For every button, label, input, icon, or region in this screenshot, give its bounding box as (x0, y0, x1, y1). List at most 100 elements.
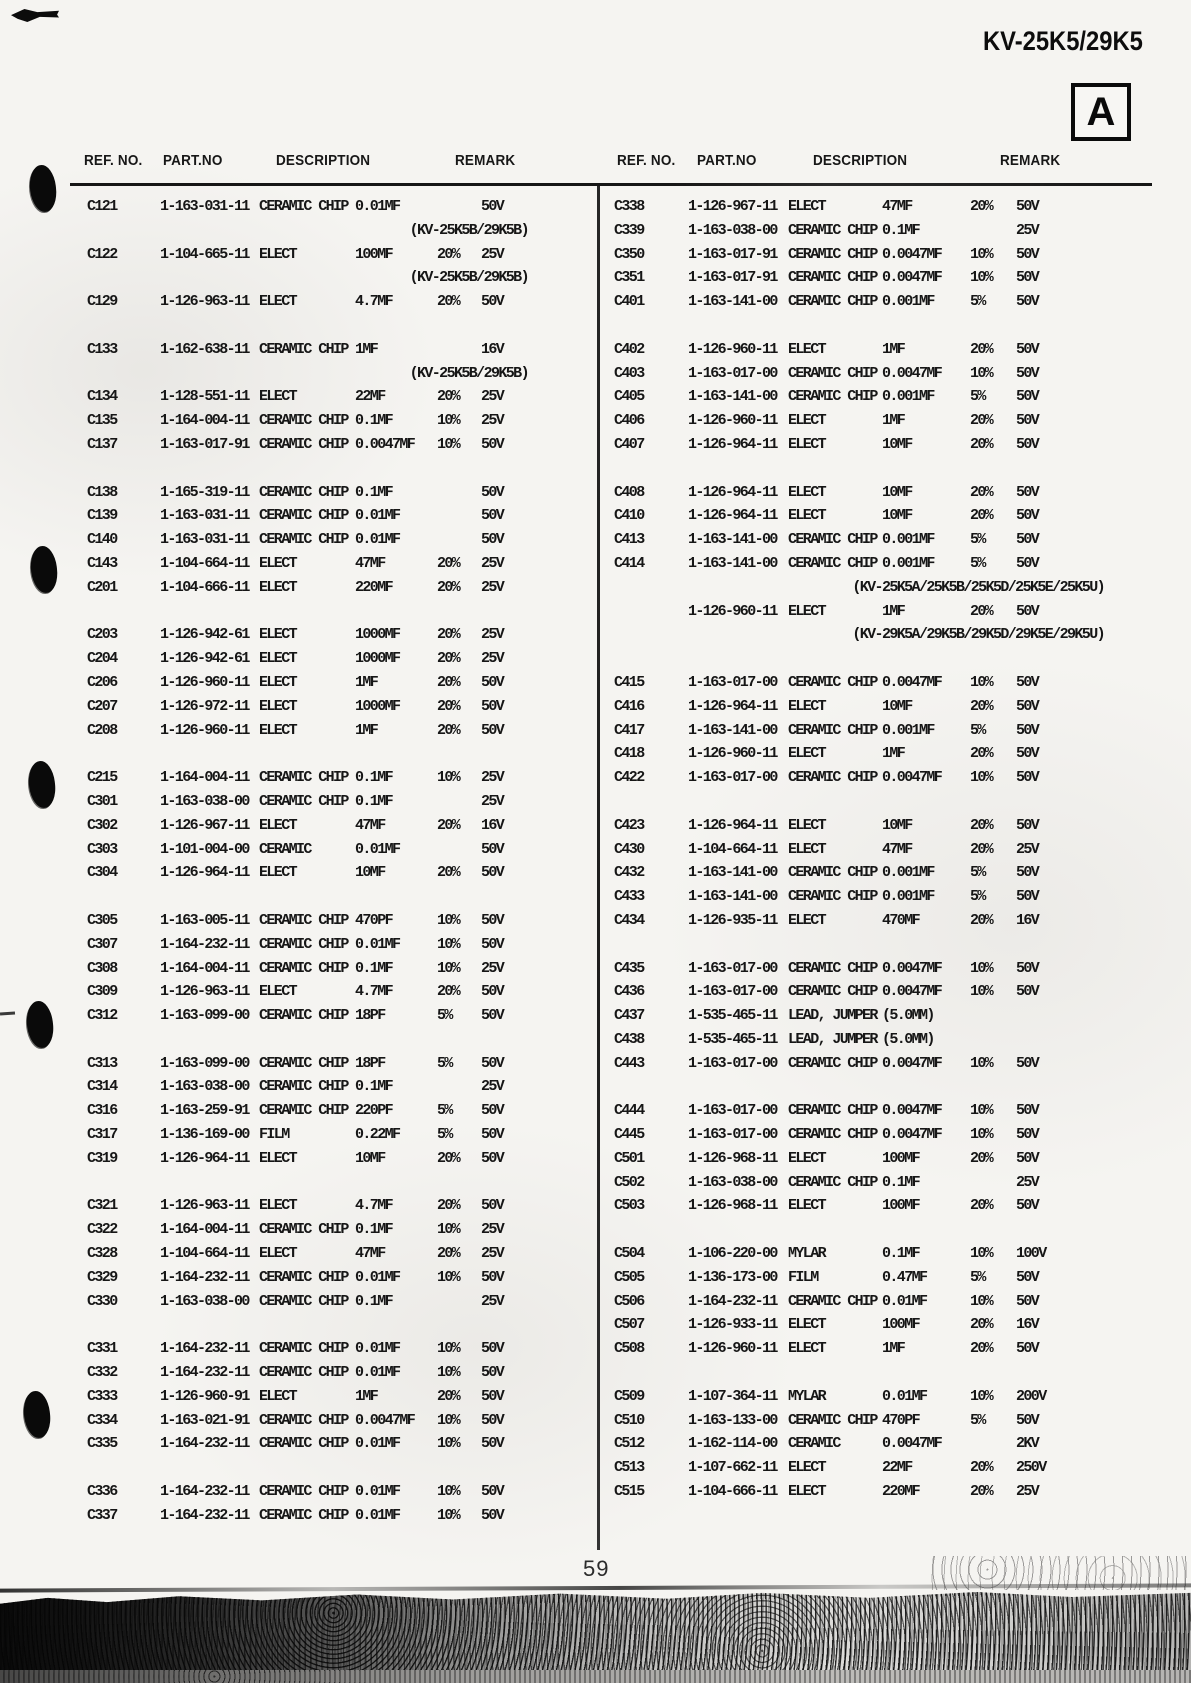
cell-tol: 10% (437, 1268, 461, 1286)
cell-type: ELECT (259, 816, 298, 834)
cell-tol: 10% (437, 959, 461, 977)
cell-value: 18PF (355, 1007, 386, 1025)
cell-part: 1-126-967-11 (688, 198, 778, 215)
cell-volt: 16V (1016, 1316, 1040, 1334)
cell-type: ELECT (788, 1483, 827, 1501)
cell-tol: 5% (970, 888, 986, 906)
cell-ref: C215 (87, 769, 118, 787)
cell-part: 1-126-964-11 (688, 483, 778, 501)
cell-ref: C334 (87, 1411, 118, 1429)
cell-ref: C332 (87, 1364, 118, 1382)
cell-ref: C423 (614, 816, 645, 834)
cell-ref: C328 (87, 1245, 118, 1263)
cell-value: 0.0047MF (882, 1102, 943, 1120)
cell-volt: 50V (481, 1506, 505, 1524)
cell-ref: C304 (87, 864, 118, 882)
cell-tol: 10% (970, 673, 994, 691)
cell-value: 4.7MF (355, 293, 394, 311)
cell-tol: 10% (437, 1435, 461, 1453)
cell-part: 1-164-232-11 (160, 1364, 250, 1382)
cell-part: 1-104-665-11 (160, 245, 250, 263)
cell-volt: 50V (481, 531, 505, 549)
header-remark: REMARK (455, 152, 516, 169)
section-label-box: A (1071, 83, 1131, 141)
part-row: C138 1-165-319-11 CERAMIC CHIP 0.1MF 50V (87, 481, 537, 505)
cell-ref: C408 (614, 483, 645, 501)
cell-volt: 50V (481, 1197, 505, 1215)
part-row: C504 1-106-220-00 MYLAR 0.1MF 10% 100V (614, 1242, 1104, 1266)
blank-line (614, 1075, 1104, 1099)
cell-type: CERAMIC CHIP (788, 1126, 878, 1144)
blank-line (87, 885, 537, 909)
cell-type: ELECT (259, 983, 298, 1001)
cell-tol: 20% (437, 245, 461, 263)
part-row: C314 1-163-038-00 CERAMIC CHIP 0.1MF 25V (87, 1075, 537, 1099)
cell-volt: 25V (481, 959, 505, 977)
part-row: C319 1-126-964-11 ELECT 10MF 20% 50V (87, 1147, 537, 1171)
cell-type: CERAMIC CHIP (259, 531, 349, 549)
model-applicability-note: (KV-29K5A/29K5B/29K5D/29K5E/29K5U) (852, 626, 1105, 644)
cell-type: CERAMIC CHIP (788, 864, 878, 882)
cell-value: 0.01MF (355, 1483, 401, 1501)
cell-part: 1-164-232-11 (688, 1292, 778, 1310)
cell-volt: 50V (481, 983, 505, 1001)
cell-volt: 50V (1016, 745, 1040, 763)
cell-type: CERAMIC CHIP (259, 412, 349, 430)
part-row: C415 1-163-017-00 CERAMIC CHIP 0.0047MF 10% 5… (614, 671, 1104, 695)
registration-oval-mark (26, 759, 58, 810)
cell-part: 1-164-004-11 (160, 412, 250, 430)
cell-tol (970, 1171, 1016, 1195)
cell-tol: 20% (970, 507, 994, 525)
cell-type: CERAMIC CHIP (259, 1435, 349, 1453)
cell-value: (5.0MM) (882, 1007, 935, 1025)
cell-volt: 50V (1016, 554, 1040, 572)
blank-line (614, 933, 1104, 957)
part-row: C445 1-163-017-00 CERAMIC CHIP 0.0047MF 10% 5… (614, 1123, 1104, 1147)
cell-volt: 50V (481, 935, 505, 953)
cell-type: CERAMIC CHIP (259, 959, 349, 977)
cell-tol: 10% (970, 1245, 994, 1263)
cell-ref: C401 (614, 293, 645, 311)
part-row: C332 1-164-232-11 CERAMIC CHIP 0.01MF 10% 50V (87, 1361, 537, 1385)
cell-volt: 25V (481, 412, 505, 430)
cell-value: 1MF (882, 340, 906, 358)
part-row: C129 1-126-963-11 ELECT 4.7MF 20% 50V (87, 290, 537, 314)
cell-value: 1000MF (355, 626, 401, 644)
cell-part: 1-126-972-11 (160, 697, 250, 715)
cell-ref: C339 (614, 221, 645, 239)
part-row: C407 1-126-964-11 ELECT 10MF 20% 50V (614, 433, 1104, 457)
cell-part: 1-163-017-00 (688, 1102, 778, 1120)
cell-ref: C506 (614, 1292, 645, 1310)
cell-part: 1-164-232-11 (160, 1340, 250, 1358)
header-description: DESCRIPTION (276, 152, 371, 169)
cell-type: ELECT (259, 1387, 298, 1405)
cell-part: 1-163-099-00 (160, 1054, 250, 1072)
cell-ref: C305 (87, 911, 118, 929)
cell-tol: 20% (970, 1459, 994, 1477)
part-row: C351 1-163-017-91 CERAMIC CHIP 0.0047MF 10% 5… (614, 266, 1104, 290)
cell-ref: C336 (87, 1483, 118, 1501)
cell-ref: C430 (614, 840, 645, 858)
cell-part: 1-126-963-11 (160, 983, 250, 1001)
part-row: C309 1-126-963-11 ELECT 4.7MF 20% 50V (87, 980, 537, 1004)
cell-ref: C308 (87, 959, 118, 977)
page-title: KV-25K5/29K5 (983, 26, 1143, 56)
cell-tol: 20% (970, 911, 994, 929)
blank-line (87, 1171, 537, 1195)
cell-tol: 20% (437, 673, 461, 691)
cell-volt: 50V (1016, 888, 1040, 906)
cell-part: 1-164-004-11 (160, 769, 250, 787)
cell-tol: 5% (970, 1411, 986, 1429)
cell-ref: C438 (614, 1030, 645, 1048)
cell-part: 1-164-232-11 (160, 935, 250, 953)
cell-value: 100MF (355, 245, 394, 263)
cell-value: 0.1MF (355, 1078, 394, 1096)
cell-ref: C415 (614, 673, 645, 691)
cell-value: 10MF (355, 1149, 386, 1167)
cell-type: ELECT (788, 483, 827, 501)
cell-ref: C331 (87, 1340, 118, 1358)
cell-tol: 10% (970, 269, 994, 287)
cell-volt: 50V (481, 1102, 505, 1120)
cell-ref: C309 (87, 983, 118, 1001)
cell-tol (970, 1028, 1016, 1052)
